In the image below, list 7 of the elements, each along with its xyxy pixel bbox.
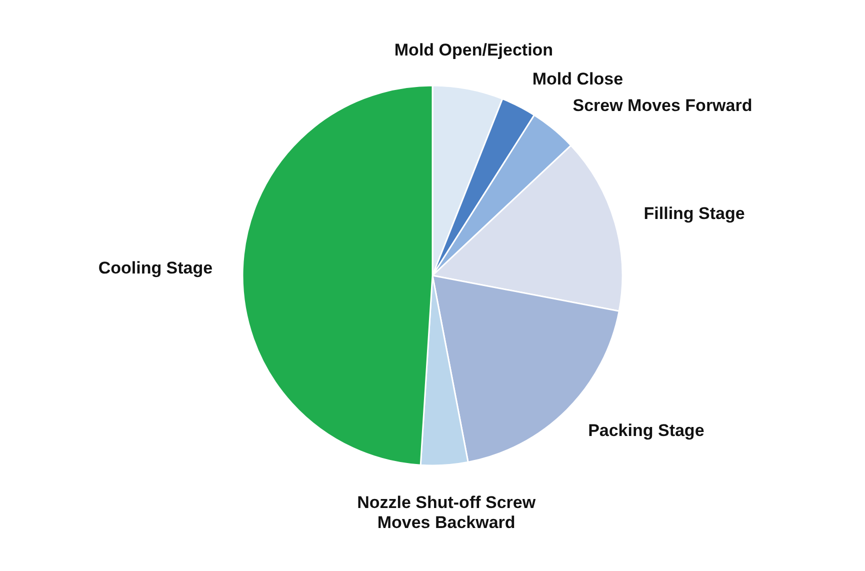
slice-label: Packing Stage — [588, 421, 704, 440]
slice-label: Mold Close — [532, 69, 624, 88]
slice-label: Mold Open/Ejection — [394, 40, 554, 60]
slice-label: Screw Moves Forward — [572, 96, 752, 115]
slice-label: Filling Stage — [644, 204, 745, 224]
slice-label: Nozzle Shut-off Screw Moves Backward — [357, 493, 536, 532]
slice-label: Cooling Stage — [98, 258, 213, 278]
